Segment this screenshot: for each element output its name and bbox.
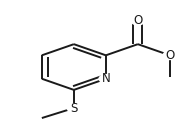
Circle shape xyxy=(163,51,176,60)
Circle shape xyxy=(99,75,112,83)
Text: O: O xyxy=(133,14,142,27)
Text: N: N xyxy=(101,72,110,85)
Circle shape xyxy=(67,104,81,112)
Circle shape xyxy=(131,17,145,25)
Text: O: O xyxy=(165,49,174,62)
Text: S: S xyxy=(70,102,78,115)
